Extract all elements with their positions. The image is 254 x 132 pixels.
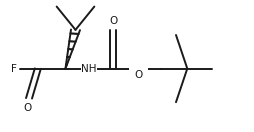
Text: O: O bbox=[134, 70, 142, 80]
Text: O: O bbox=[109, 16, 117, 26]
Text: NH: NH bbox=[81, 64, 97, 74]
Text: O: O bbox=[23, 103, 31, 114]
Text: F: F bbox=[11, 64, 17, 74]
